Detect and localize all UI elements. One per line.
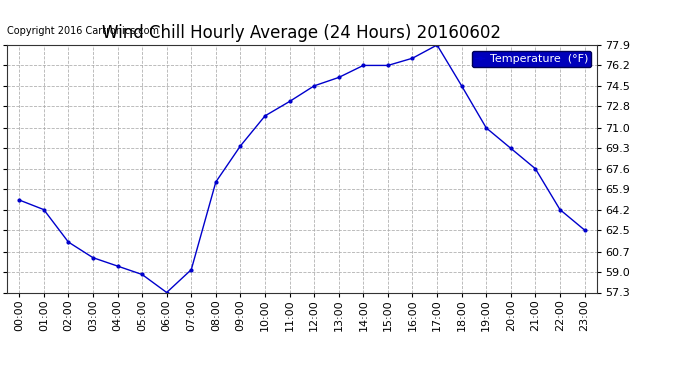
Legend: Temperature  (°F): Temperature (°F) [472,51,591,67]
Title: Wind Chill Hourly Average (24 Hours) 20160602: Wind Chill Hourly Average (24 Hours) 201… [102,24,502,42]
Text: Copyright 2016 Cartronics.com: Copyright 2016 Cartronics.com [7,26,159,36]
